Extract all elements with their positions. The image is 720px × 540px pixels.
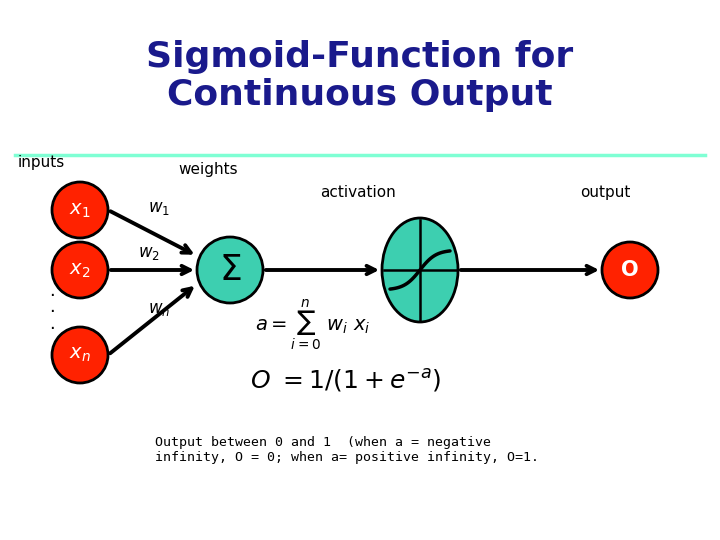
Circle shape — [197, 237, 263, 303]
Circle shape — [52, 327, 108, 383]
Text: Sigmoid-Function for
Continuous Output: Sigmoid-Function for Continuous Output — [146, 40, 574, 112]
Circle shape — [52, 242, 108, 298]
Text: output: output — [580, 185, 631, 200]
Circle shape — [52, 182, 108, 238]
Text: $x_1$: $x_1$ — [69, 200, 91, 219]
Text: $x_2$: $x_2$ — [69, 260, 91, 280]
Text: Output between 0 and 1  (when a = negative
infinity, O = 0; when a= positive inf: Output between 0 and 1 (when a = negativ… — [155, 436, 539, 464]
Ellipse shape — [382, 218, 458, 322]
Text: O: O — [621, 260, 639, 280]
Text: weights: weights — [178, 162, 238, 177]
Text: $w_1$: $w_1$ — [148, 199, 170, 217]
Text: $x_n$: $x_n$ — [69, 346, 91, 365]
Text: $w_n$: $w_n$ — [148, 300, 170, 318]
Circle shape — [602, 242, 658, 298]
Text: .
.
.: . . . — [49, 282, 55, 333]
Text: $O\ =1/(1+e^{-a})$: $O\ =1/(1+e^{-a})$ — [250, 367, 441, 394]
Text: activation: activation — [320, 185, 396, 200]
Text: $\Sigma$: $\Sigma$ — [219, 253, 241, 287]
Text: $w_2$: $w_2$ — [138, 244, 160, 262]
Text: inputs: inputs — [18, 155, 66, 170]
Text: $a=\sum_{i=0}^{n}\ w_i\ x_i$: $a=\sum_{i=0}^{n}\ w_i\ x_i$ — [255, 298, 370, 353]
